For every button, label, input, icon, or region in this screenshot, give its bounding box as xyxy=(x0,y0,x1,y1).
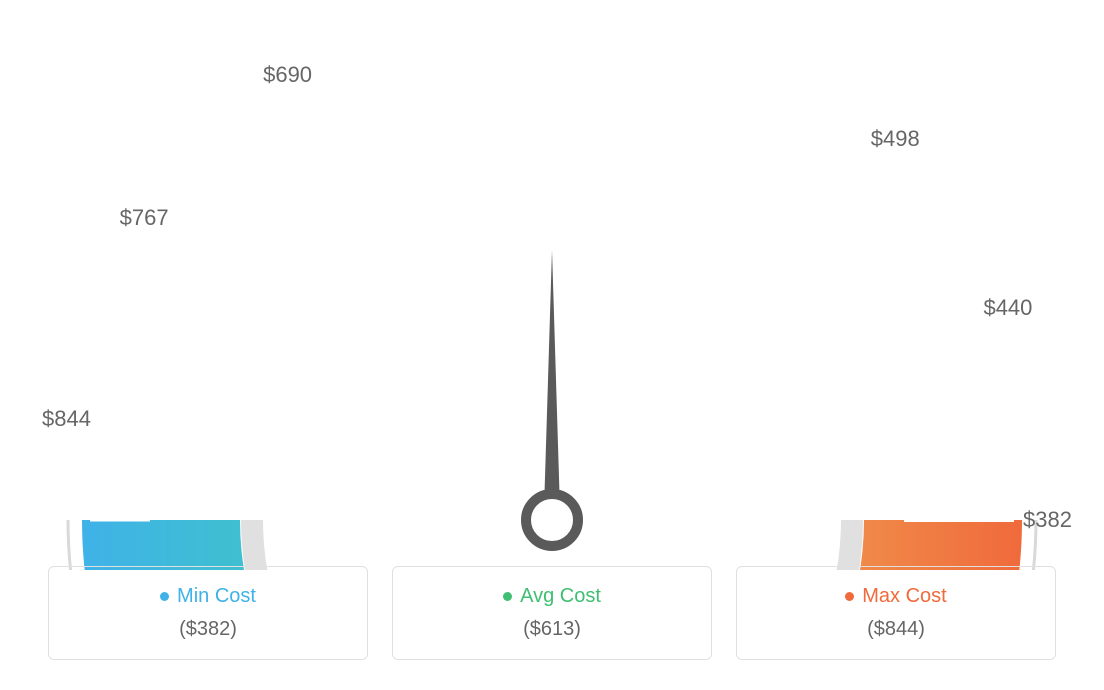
cost-gauge: $382$440$498$613$690$767$844 xyxy=(22,10,1082,570)
legend-dot-max xyxy=(845,592,854,601)
legend-title-avg: Avg Cost xyxy=(503,585,601,608)
legend-card-min: Min Cost ($382) xyxy=(48,566,368,660)
legend-title-min: Min Cost xyxy=(160,585,256,608)
legend-card-avg: Avg Cost ($613) xyxy=(392,566,712,660)
legend-value-max: ($844) xyxy=(749,618,1043,641)
legend-value-min: ($382) xyxy=(61,618,355,641)
legend-label-max: Max Cost xyxy=(862,585,946,608)
legend-dot-avg xyxy=(503,592,512,601)
legend-value-avg: ($613) xyxy=(405,618,699,641)
gauge-tick-label: $382 xyxy=(1023,507,1072,533)
legend-dot-min xyxy=(160,592,169,601)
gauge-tick-label: $767 xyxy=(120,205,169,231)
legend-card-max: Max Cost ($844) xyxy=(736,566,1056,660)
gauge-tick-label: $690 xyxy=(263,62,312,88)
gauge-svg xyxy=(22,10,1082,570)
gauge-tick-label: $844 xyxy=(42,406,91,432)
legend-title-max: Max Cost xyxy=(845,585,946,608)
gauge-tick-label: $440 xyxy=(983,295,1032,321)
legend-label-avg: Avg Cost xyxy=(520,585,601,608)
legend-row: Min Cost ($382) Avg Cost ($613) Max Cost… xyxy=(48,566,1056,660)
legend-label-min: Min Cost xyxy=(177,585,256,608)
gauge-tick-label: $498 xyxy=(871,126,920,152)
